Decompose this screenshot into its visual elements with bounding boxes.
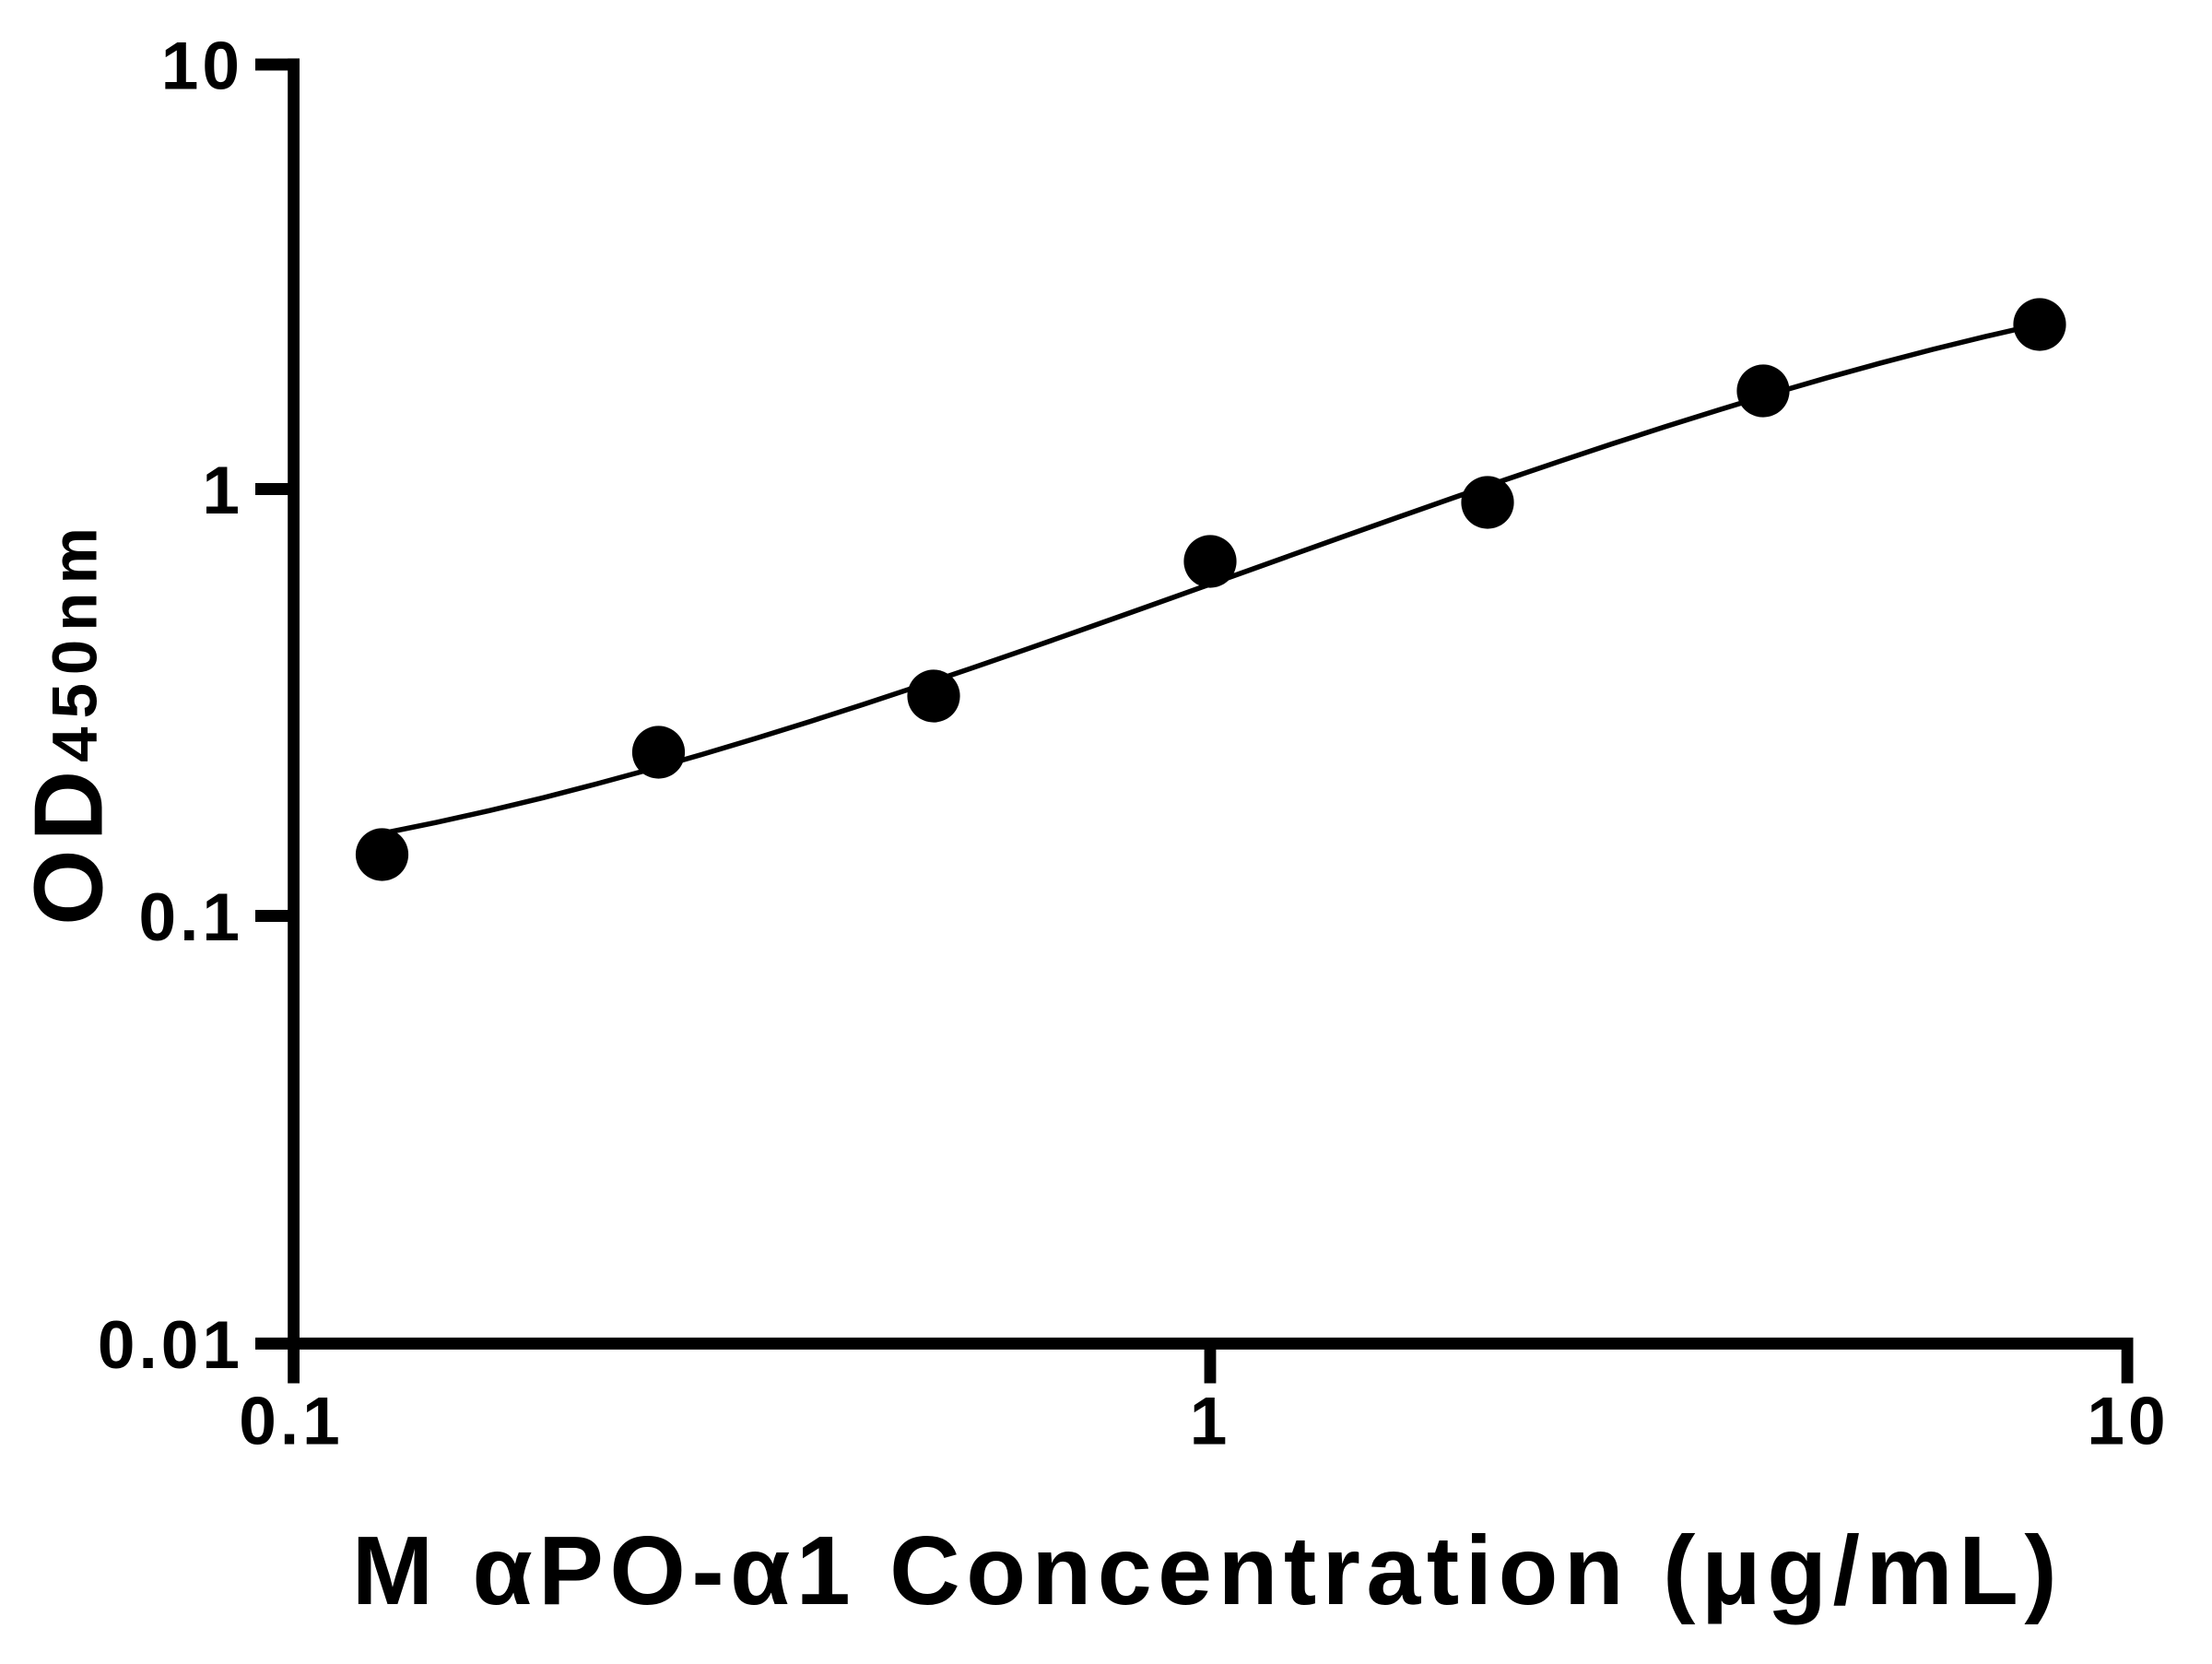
svg-text:1: 1 <box>1190 1385 1231 1459</box>
svg-text:0.01: 0.01 <box>98 1308 243 1383</box>
svg-text:0.1: 0.1 <box>139 880 243 955</box>
svg-text:M αPO-α1 Concentration (μg/mL): M αPO-α1 Concentration (μg/mL) <box>352 1516 2063 1625</box>
svg-text:10: 10 <box>161 30 243 104</box>
svg-text:10: 10 <box>2087 1385 2169 1459</box>
svg-text:1: 1 <box>202 454 243 528</box>
svg-text:0.1: 0.1 <box>239 1385 343 1459</box>
